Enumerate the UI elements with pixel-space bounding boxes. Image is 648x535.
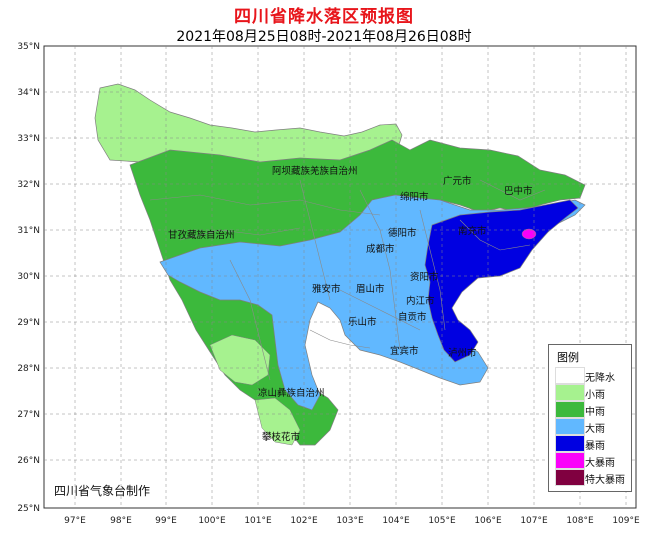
lat-label: 35°N (17, 42, 40, 52)
region-rainstorm (424, 199, 579, 363)
place-label: 南充市 (458, 225, 487, 237)
legend-title: 图例 (557, 351, 579, 364)
place-label: 眉山市 (356, 283, 385, 295)
legend-swatch (555, 469, 585, 486)
latitude-labels: 35°N 34°N 33°N 32°N 31°N 30°N 29°N 28°N … (17, 42, 40, 514)
lon-label: 103°E (336, 516, 364, 526)
legend-label: 暴雨 (585, 441, 605, 452)
lat-label: 25°N (17, 504, 40, 514)
map-subtitle: 2021年08月25日08时-2021年08月26日08时 (176, 29, 472, 45)
region-light-rain-south (209, 334, 271, 386)
place-label: 绵阳市 (400, 191, 429, 203)
lat-label: 31°N (17, 226, 40, 236)
legend-swatch (555, 401, 585, 418)
lon-label: 105°E (428, 516, 456, 526)
legend-item-heavy-rainstorm: 大暴雨 (555, 452, 629, 469)
issuer-credit: 四川省气象台制作 (54, 484, 151, 498)
place-label: 广元市 (443, 175, 472, 187)
legend-swatch (555, 367, 585, 384)
legend-swatch (555, 435, 585, 452)
legend-item-heavy-rain: 大雨 (555, 418, 629, 435)
county-boundaries (149, 179, 546, 381)
lat-label: 29°N (17, 318, 40, 328)
lon-label: 101°E (244, 516, 272, 526)
place-label: 德阳市 (388, 227, 417, 239)
lat-label: 30°N (17, 272, 40, 282)
place-label: 阿坝藏族羌族自治州 (272, 165, 358, 177)
place-label: 资阳市 (410, 271, 439, 283)
map-title: 四川省降水落区预报图 (234, 7, 414, 27)
lon-label: 107°E (520, 516, 548, 526)
place-label: 乐山市 (348, 316, 377, 328)
lon-label: 109°E (612, 516, 640, 526)
lon-label: 106°E (474, 516, 502, 526)
lon-label: 108°E (566, 516, 594, 526)
place-label: 自贡市 (398, 311, 427, 323)
lat-label: 32°N (17, 180, 40, 190)
legend-item-extreme-rainstorm: 特大暴雨 (555, 469, 629, 486)
longitude-labels: 97°E 98°E 99°E 100°E 101°E 102°E 103°E 1… (64, 516, 640, 526)
lon-label: 98°E (110, 516, 132, 526)
lat-label: 26°N (17, 456, 40, 466)
place-label: 宜宾市 (390, 345, 419, 357)
place-label: 攀枝花市 (262, 431, 301, 443)
lon-label: 104°E (382, 516, 410, 526)
place-label: 巴中市 (504, 185, 533, 197)
legend-swatch (555, 452, 585, 469)
place-label: 凉山彝族自治州 (258, 387, 325, 399)
legend-label: 特大暴雨 (585, 475, 625, 486)
place-label: 成都市 (366, 243, 395, 255)
lon-label: 97°E (64, 516, 86, 526)
legend-item-rainstorm: 暴雨 (555, 435, 629, 452)
legend-swatch (555, 384, 585, 401)
legend-swatch (555, 418, 585, 435)
lat-label: 33°N (17, 134, 40, 144)
legend-item-none: 无降水 (555, 367, 629, 384)
lon-label: 102°E (290, 516, 318, 526)
legend-item-moderate-rain: 中雨 (555, 401, 629, 418)
legend-label: 中雨 (585, 407, 605, 418)
place-label: 甘孜藏族自治州 (168, 229, 235, 241)
map-legend: 图例 无降水 小雨 中雨 大雨 暴雨 大暴雨 特大暴雨 (548, 344, 632, 492)
lon-label: 99°E (155, 516, 177, 526)
place-label: 泸州市 (448, 347, 477, 359)
region-torrential-rain (521, 228, 537, 240)
lat-label: 34°N (17, 88, 40, 98)
legend-label: 小雨 (585, 390, 605, 401)
legend-label: 大暴雨 (585, 458, 615, 469)
legend-label: 大雨 (585, 424, 605, 435)
place-label: 内江市 (406, 295, 435, 307)
region-light-rain-southwest (254, 397, 301, 446)
place-label: 雅安市 (312, 283, 341, 295)
place-labels: 阿坝藏族羌族自治州 广元市 巴中市 绵阳市 甘孜藏族自治州 南充市 德阳市 成都… (168, 165, 533, 443)
legend-item-light-rain: 小雨 (555, 384, 629, 401)
lat-label: 28°N (17, 364, 40, 374)
lon-label: 100°E (198, 516, 226, 526)
legend-label: 无降水 (585, 373, 615, 384)
lat-label: 27°N (17, 410, 40, 420)
